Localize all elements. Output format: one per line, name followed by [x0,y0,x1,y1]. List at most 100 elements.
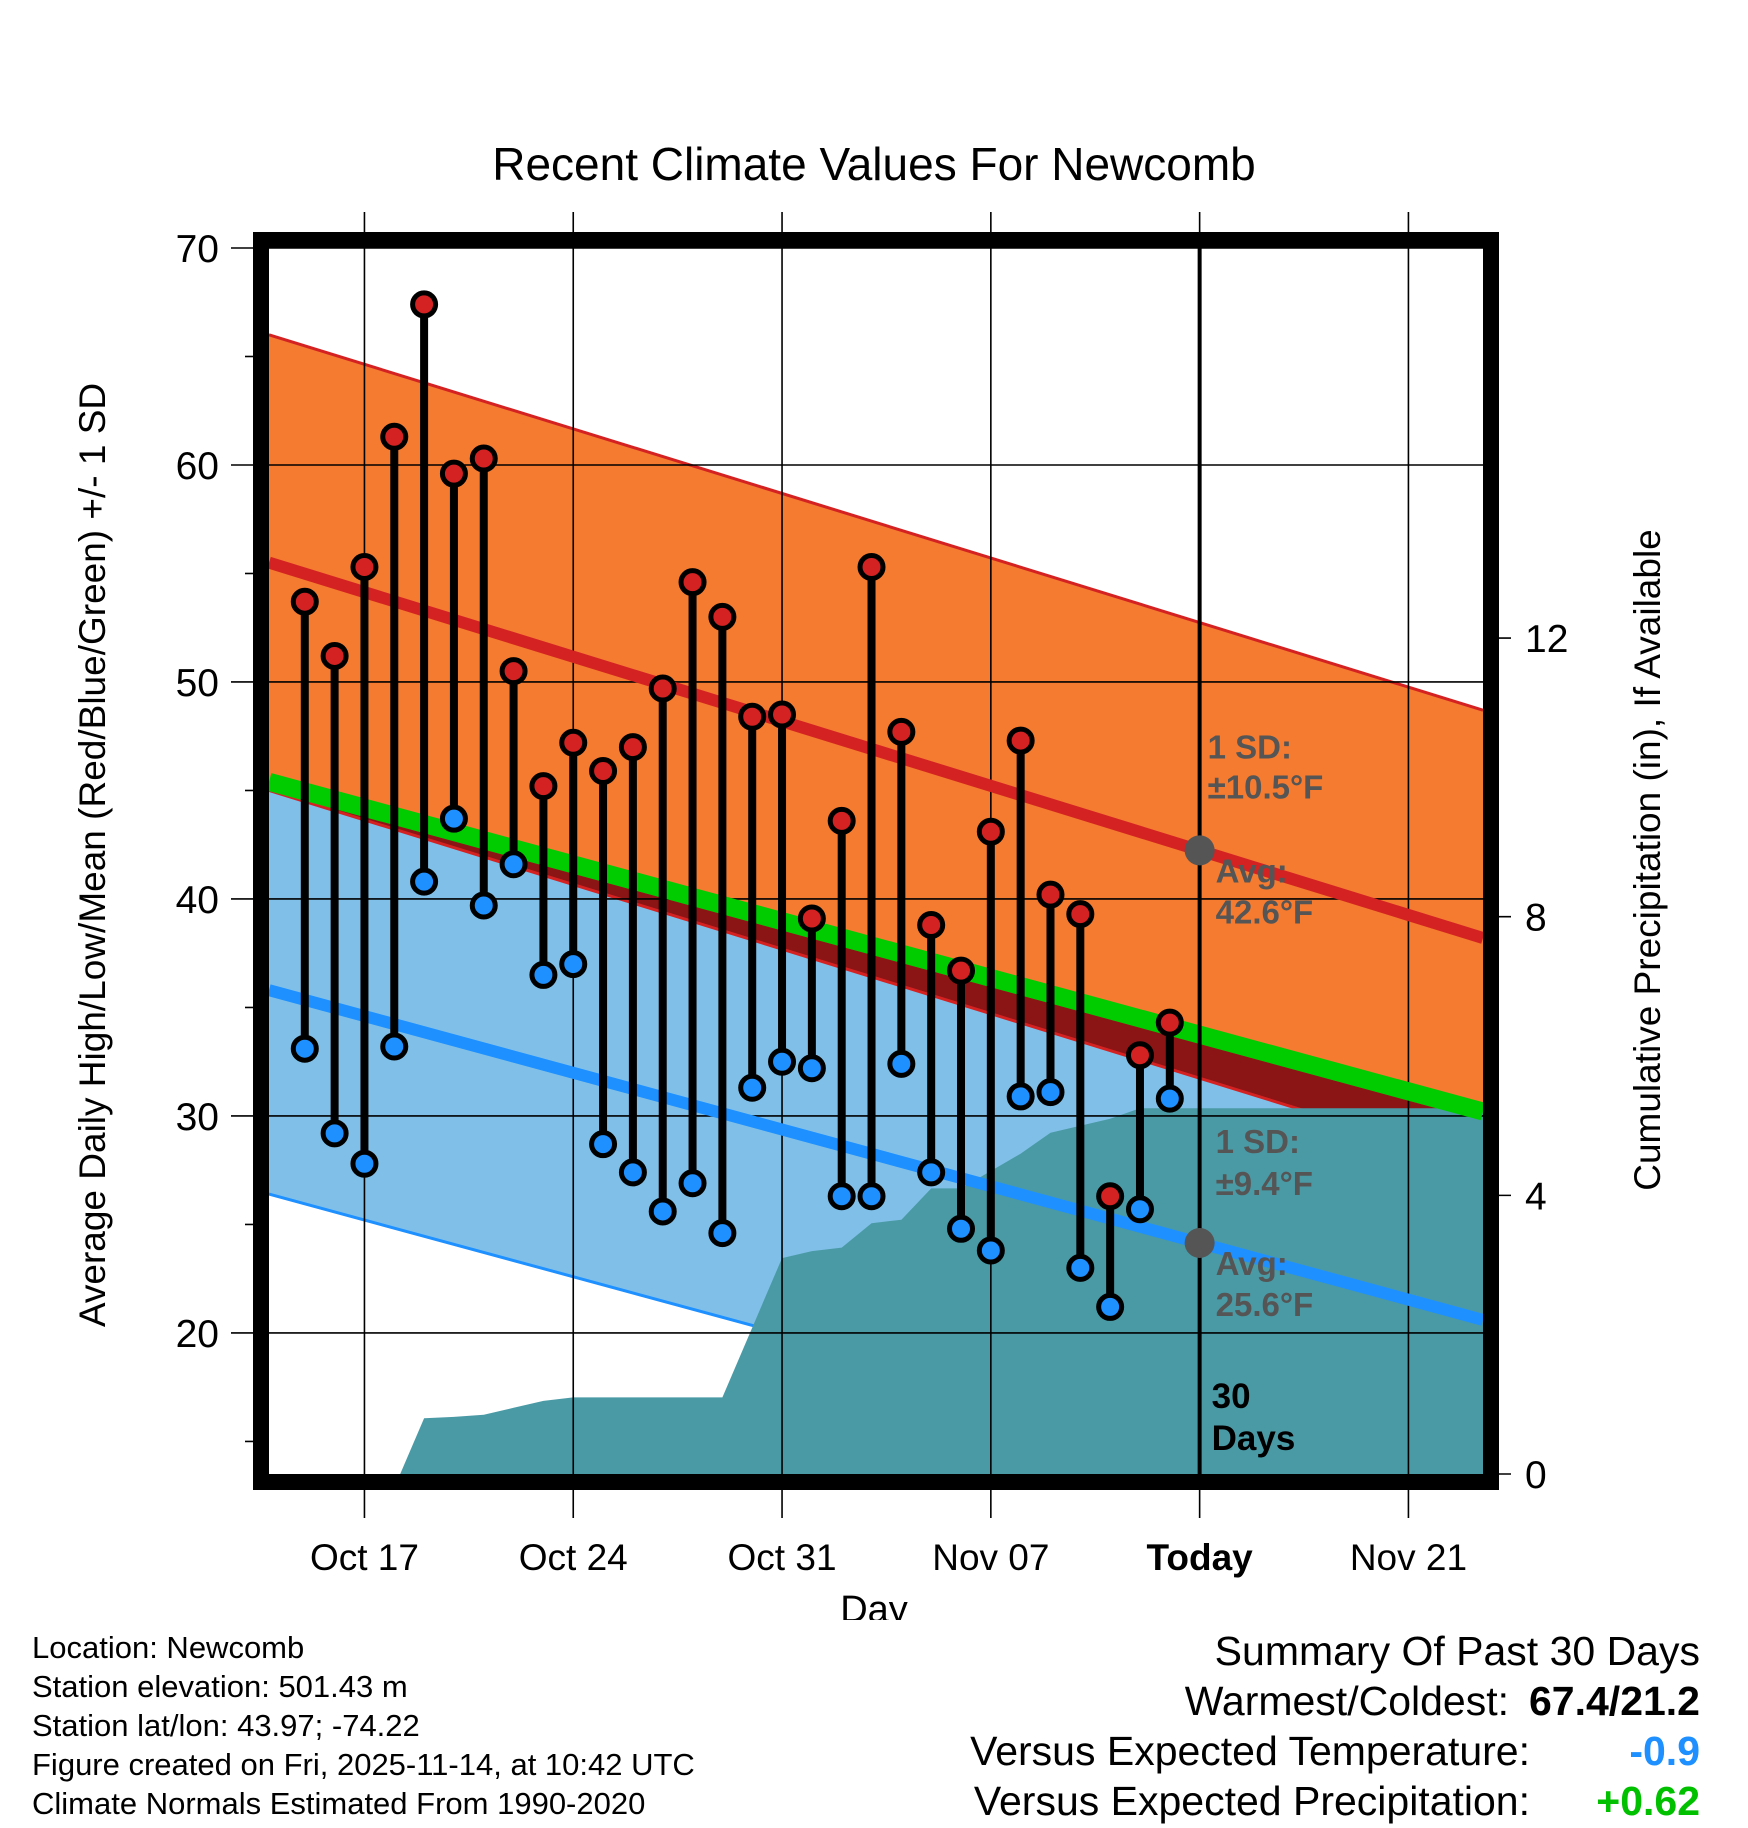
y-tick-label: 70 [176,228,219,271]
chart-title: Recent Climate Values For Newcomb [492,138,1256,190]
observed-day [648,674,677,1226]
observed-high-point [1036,880,1065,909]
climate-chart: Recent Climate Values For Newcomb 1 SD: ±… [72,138,1668,1620]
temp-label: Versus Expected Temperature: [970,1728,1530,1774]
observed-high-point [1066,900,1095,929]
observed-high-point [947,956,976,985]
observed-day [529,772,558,989]
observed-low-point [589,1130,618,1159]
observed-high-point [439,459,468,488]
x-tick-label: Today [1147,1537,1254,1578]
x-tick-label: Oct 17 [310,1537,419,1578]
observed-high-point [469,444,498,473]
observed-low-point [648,1197,677,1226]
high-upper-edge [269,333,1483,712]
observed-low-point [857,1182,886,1211]
observed-high-point [589,756,618,785]
observed-low-point [976,1236,1005,1265]
observed-high-point [410,290,439,319]
warm-cold-value: 67.4/21.2 [1529,1678,1700,1724]
observed-low-point [947,1214,976,1243]
observed-day [976,817,1005,1265]
observed-day [1066,900,1095,1282]
observed-low-point [499,850,528,879]
x-tick-label: Nov 07 [932,1537,1049,1578]
observed-low-point [529,960,558,989]
observed-day [290,587,319,1063]
observed-low-point [350,1149,379,1178]
summary-title: Summary Of Past 30 Days [1214,1628,1700,1674]
precip-area [275,1108,1483,1474]
observed-day [559,728,588,979]
observed-high-point [618,733,647,762]
observed-low-point [559,950,588,979]
high-today-marker [1184,835,1215,866]
observed-day [708,602,737,1248]
observed-day [768,700,797,1076]
observed-day [827,806,856,1211]
created-text: Figure created on Fri, 2025-11-14, at 10… [32,1747,695,1782]
y2-tick-label: 0 [1525,1454,1547,1497]
y-tick-label: 60 [176,445,219,488]
y2-axis-label: Cumulative Precipitation (in), If Availa… [1627,529,1668,1191]
observed-high-point [708,602,737,631]
observed-high-point [887,717,916,746]
observed-high-point [1096,1182,1125,1211]
x-tick-label: Oct 24 [519,1537,628,1578]
precip-row: Versus Expected Precipitation: +0.62 [970,1776,1700,1826]
observed-day [738,702,767,1102]
x-axis-label: Day [840,1589,908,1620]
low-sd-label: 1 SD: [1216,1123,1300,1160]
high-avg-label: Avg: [1216,852,1288,889]
normal-high-line [269,556,1483,944]
latlon-text: Station lat/lon: 43.97; -74.22 [32,1708,420,1743]
observed-day [350,552,379,1178]
observed-day [439,459,468,833]
summary-panel: Summary Of Past 30 Days Warmest/Coldest:… [970,1626,1700,1826]
observed-values [290,290,1184,1321]
precip-value: +0.62 [1596,1778,1700,1824]
axes: 20 30 40 50 60 70 0 4 8 12 Oct 17 Oct 24 Oct 31 Nov 0… [176,212,1568,1578]
observed-day [1125,1041,1154,1224]
observed-low-point [320,1119,349,1148]
observed-day [797,904,826,1083]
low-sd-value: ±9.4°F [1216,1165,1313,1202]
normal-mean-line [269,773,1483,1121]
high-lower-edge [269,789,1483,1168]
observed-day [678,568,707,1198]
observed-low-point [1036,1078,1065,1107]
x-tick-label: Nov 21 [1350,1537,1467,1578]
observed-high-point [499,657,528,686]
observed-low-point [410,867,439,896]
normals-text: Climate Normals Estimated From 1990-2020 [32,1786,646,1821]
observed-day [1155,1008,1184,1113]
observed-low-point [439,804,468,833]
days-count-number: 30 [1212,1377,1251,1416]
normal-low-line [269,984,1483,1326]
observed-high-point [797,904,826,933]
observed-high-point [738,702,767,731]
y-tick-label: 40 [176,879,219,922]
y2-tick-label: 12 [1525,618,1568,661]
observed-day [1006,726,1035,1111]
y-tick-label: 30 [176,1096,219,1139]
precip-area-shape [275,1108,1483,1474]
high-sd-label: 1 SD: [1208,728,1292,765]
y2-tick-label: 8 [1525,897,1547,940]
location-text: Location: Newcomb [32,1630,305,1665]
observed-day [1096,1182,1125,1321]
observed-high-point [1006,726,1035,755]
warm-cold-row: Warmest/Coldest: 67.4/21.2 [970,1676,1700,1726]
observed-low-point [380,1032,409,1061]
high-avg-value: 42.6°F [1216,893,1314,930]
observed-high-point [976,817,1005,846]
observed-day [410,290,439,896]
observed-high-point [320,641,349,670]
observed-low-point [1066,1253,1095,1282]
observed-low-point [917,1158,946,1187]
observed-low-point [678,1169,707,1198]
observed-low-point [618,1158,647,1187]
y-tick-label: 50 [176,662,219,705]
low-avg-label: Avg: [1216,1245,1288,1282]
